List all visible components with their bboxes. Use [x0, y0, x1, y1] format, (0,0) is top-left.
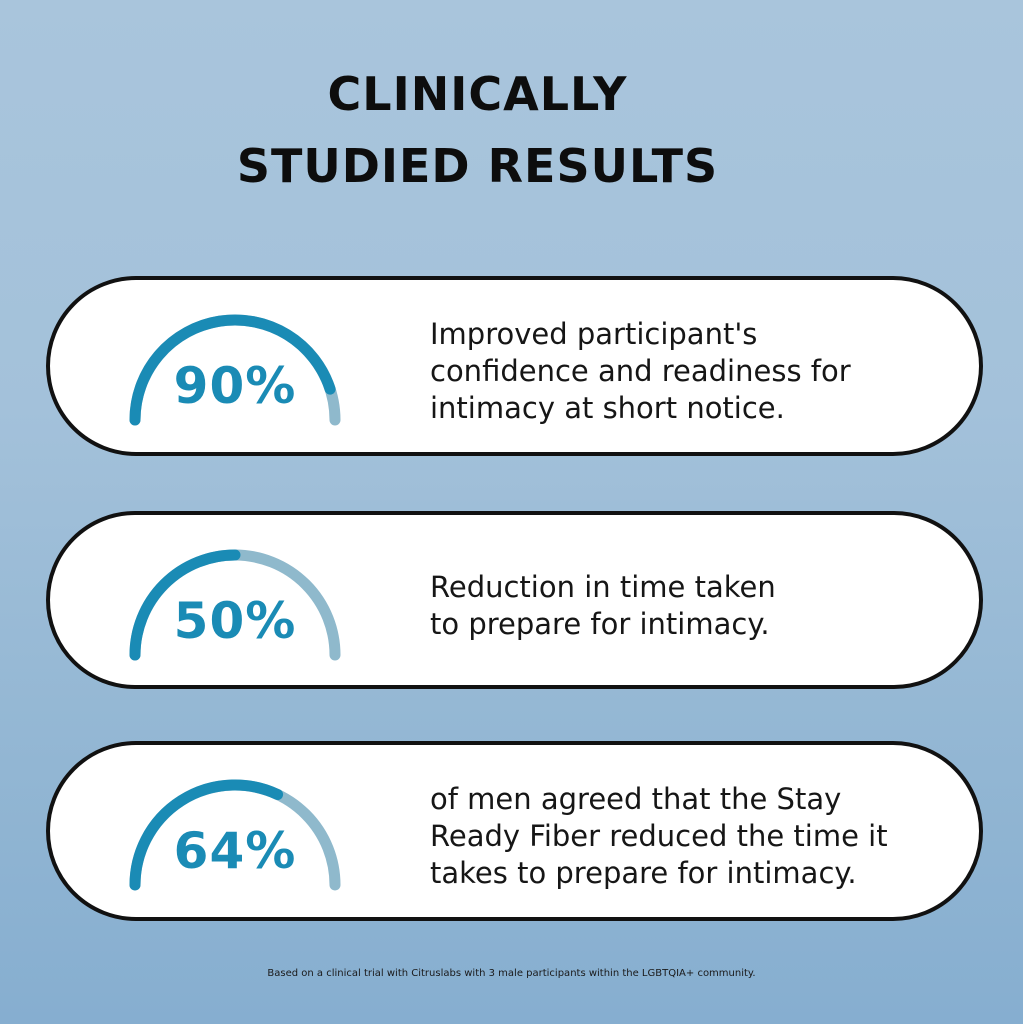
stat-3-line-3: takes to prepare for intimacy.	[430, 856, 857, 890]
gauge-arc-3	[129, 779, 341, 891]
stat-percent-3: 64%	[173, 822, 297, 880]
stat-1-line-2: confidence and readiness for	[430, 354, 851, 388]
stat-1-line-3: intimacy at short notice.	[430, 391, 785, 425]
gauge-arc-1	[129, 314, 341, 426]
gauge-arc-2	[129, 549, 341, 661]
gauge-fill	[129, 779, 284, 891]
gauge-fill	[129, 314, 336, 426]
stat-2-line-1: Reduction in time taken	[430, 570, 776, 604]
stat-card-2: 50% Reduction in time taken to prepare f…	[46, 511, 983, 689]
gauge-1: 90%	[125, 312, 345, 427]
stat-3-line-2: Ready Fiber reduced the time it	[430, 819, 888, 853]
stat-description-3: of men agreed that the Stay Ready Fiber …	[430, 781, 950, 892]
stat-description-2: Reduction in time taken to prepare for i…	[430, 569, 950, 643]
stat-card-1: 90% Improved participant's confidence an…	[46, 276, 983, 456]
stat-2-line-2: to prepare for intimacy.	[430, 607, 770, 641]
stat-3-line-1: of men agreed that the Stay	[430, 782, 842, 816]
stat-1-line-1: Improved participant's	[430, 317, 758, 351]
page-title: CLINICALLY STUDIED RESULTS	[0, 58, 955, 202]
title-line-1: CLINICALLY	[327, 67, 628, 121]
footnote: Based on a clinical trial with Citruslab…	[267, 968, 756, 979]
stat-card-3: 64% of men agreed that the Stay Ready Fi…	[46, 741, 983, 921]
gauge-2: 50%	[125, 547, 345, 662]
gauge-3: 64%	[125, 777, 345, 892]
stat-description-1: Improved participant's confidence and re…	[430, 316, 950, 427]
gauge-fill	[129, 549, 241, 661]
title-line-2: STUDIED RESULTS	[236, 139, 719, 193]
stat-percent-1: 90%	[173, 357, 297, 415]
stat-percent-2: 50%	[173, 592, 297, 650]
